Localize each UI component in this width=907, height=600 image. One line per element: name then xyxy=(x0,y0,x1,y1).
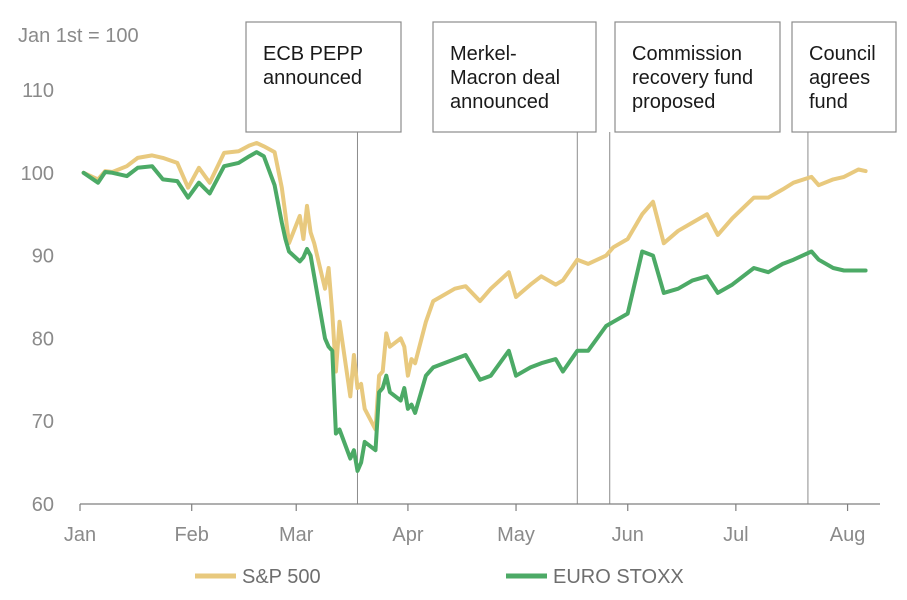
x-axis: Jan Feb Mar Apr May Jun Jul Aug xyxy=(64,504,865,546)
y-axis-label: Jan 1st = 100 xyxy=(18,25,139,47)
annotation-box-frame xyxy=(432,21,597,133)
x-tick-label: Apr xyxy=(392,524,423,546)
y-tick-label: 90 xyxy=(32,246,54,268)
annotation-text: Merkel- xyxy=(450,43,517,65)
legend-item: S&P 500 xyxy=(195,566,321,588)
x-tick-label: May xyxy=(497,524,535,546)
x-tick-label: Jun xyxy=(612,524,644,546)
x-tick-label: Jan xyxy=(64,524,96,546)
y-axis: 60 70 80 90 100 110 xyxy=(21,80,54,516)
annotation-text: Macron deal xyxy=(450,67,560,89)
legend-label: EURO STOXX xyxy=(553,566,684,588)
y-tick-label: 80 xyxy=(32,328,54,350)
annotation-text: announced xyxy=(263,67,362,89)
annotation-text: announced xyxy=(450,91,549,113)
y-tick-label: 100 xyxy=(21,163,54,185)
y-tick-label: 60 xyxy=(32,494,54,516)
annotation-text: fund xyxy=(809,91,848,113)
annotation-box-frame xyxy=(245,21,402,133)
annotation-text: Council xyxy=(809,43,876,65)
annotation-box-frame xyxy=(791,21,897,133)
x-tick-label: Mar xyxy=(279,524,314,546)
x-tick-label: Feb xyxy=(174,524,208,546)
y-tick-label: 110 xyxy=(22,80,54,102)
series-group xyxy=(81,141,868,473)
x-tick-label: Aug xyxy=(830,524,866,546)
x-tick-label: Jul xyxy=(723,524,749,546)
series-line-0 xyxy=(81,141,868,432)
y-tick-label: 70 xyxy=(32,411,54,433)
annotation-text: recovery fund xyxy=(632,67,753,89)
annotation-text: Commission xyxy=(632,43,742,65)
legend: S&P 500 EURO STOXX xyxy=(195,566,684,588)
annotation-text: agrees xyxy=(809,67,870,89)
annotation-lines xyxy=(356,132,809,504)
annotation-text: proposed xyxy=(632,91,715,113)
annotation-text: ECB PEPP xyxy=(263,43,363,65)
legend-label: S&P 500 xyxy=(242,566,321,588)
legend-item: EURO STOXX xyxy=(506,566,684,588)
series-line-1 xyxy=(81,150,868,473)
annotation-box-frame xyxy=(614,21,781,133)
